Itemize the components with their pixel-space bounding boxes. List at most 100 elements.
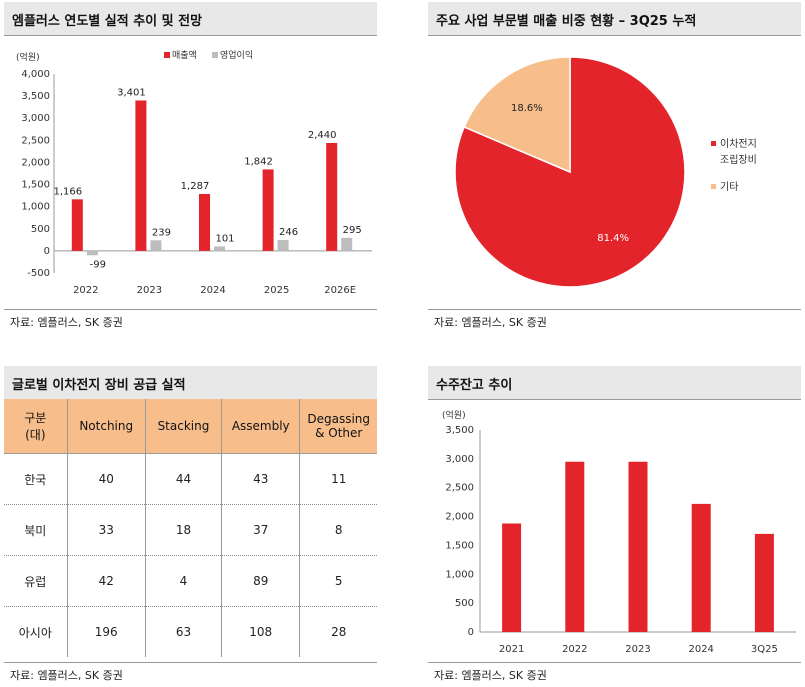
source-text: 자료: 엠플러스, SK 증권 <box>10 669 123 682</box>
panel-title: 주요 사업 부문별 매출 비중 현황 – 3Q25 누적 <box>436 14 697 29</box>
table-cell: 89 <box>221 555 301 607</box>
panel-title: 수주잔고 추이 <box>436 378 513 393</box>
column-header: Notching <box>67 399 146 454</box>
table-header-row: 구분 (대) Notching Stacking Assembly Degassing & … <box>4 399 377 454</box>
operating-profit-data-label: 295 <box>343 225 362 236</box>
backlog-bar <box>502 523 522 632</box>
panel-order-backlog: 수주잔고 추이 (억원) 0 500 1,000 1,500 2,000 2,500 3,00… <box>428 366 801 686</box>
backlog-bar <box>565 461 585 632</box>
table-cell: 4 <box>145 555 223 607</box>
y-tick-label: 3,000 <box>445 454 474 465</box>
y-tick-label: 3,000 <box>21 113 50 124</box>
y-tick-label: 1,000 <box>445 569 474 580</box>
panel-header: 주요 사업 부문별 매출 비중 현황 – 3Q25 누적 <box>428 2 801 36</box>
panel-title: 글로벌 이차전지 장비 공급 실적 <box>12 378 186 393</box>
y-tick-label: 2,000 <box>21 157 50 168</box>
y-tick-label: 500 <box>455 598 474 609</box>
revenue-bar <box>199 193 210 251</box>
x-tick-label: 3Q25 <box>751 644 778 655</box>
operating-profit-data-label: 239 <box>152 227 171 238</box>
order-backlog-chart: (억원) 0 500 1,000 1,500 2,000 2,500 3,000 3,500 20… <box>442 409 796 655</box>
source-text: 자료: 엠플러스, SK 증권 <box>434 669 547 682</box>
table-cell: 43 <box>221 453 301 505</box>
panel-revenue-mix: 주요 사업 부문별 매출 비중 현황 – 3Q25 누적 81.4% 18.6% 이… <box>428 2 801 336</box>
panel-supply-record: 글로벌 이차전지 장비 공급 실적 구분 (대) Notching Stacking A… <box>4 366 377 686</box>
operating-profit-data-label: 246 <box>279 227 298 238</box>
column-header-text: Degassing <box>307 412 371 426</box>
table-row: 북미 33 18 37 8 <box>4 504 377 556</box>
table-cell: 42 <box>67 555 146 607</box>
source-note: 자료: 엠플러스, SK 증권 <box>428 309 801 331</box>
column-header-text: Stacking <box>157 419 210 433</box>
y-tick-label: 500 <box>31 224 50 235</box>
operating-profit-bar <box>150 240 162 251</box>
pie-slice <box>454 56 686 288</box>
legend-swatch-operating-profit <box>212 52 218 58</box>
source-text: 자료: 엠플러스, SK 증권 <box>434 316 547 329</box>
backlog-bar <box>691 503 711 632</box>
column-header-text: 구분 <box>24 411 47 425</box>
table-cell: 44 <box>145 453 223 505</box>
operating-profit-data-label: 101 <box>215 233 234 244</box>
table-cell: 8 <box>299 504 377 556</box>
legend-swatch-revenue <box>164 52 170 58</box>
revenue-bar <box>326 142 338 251</box>
y-tick-label: 1,000 <box>21 202 50 213</box>
operating-profit-bar <box>277 240 289 251</box>
column-header: Degassing & Other <box>299 399 377 454</box>
revenue-data-label: 3,401 <box>117 87 146 98</box>
panel-header: 수주잔고 추이 <box>428 366 801 400</box>
source-text: 자료: 엠플러스, SK 증권 <box>10 316 123 329</box>
panel-header: 글로벌 이차전지 장비 공급 실적 <box>4 366 377 400</box>
source-note: 자료: 엠플러스, SK 증권 <box>4 309 377 331</box>
table-cell: 108 <box>221 606 301 657</box>
source-note: 자료: 엠플러스, SK 증권 <box>428 662 801 684</box>
table-cell: 5 <box>299 555 377 607</box>
legend-label-revenue: 매출액 <box>172 49 197 61</box>
table-cell: 한국 <box>4 453 68 505</box>
table-cell: 유럽 <box>4 555 68 607</box>
annual-performance-chart: (억원) -500 0 500 1,000 1,500 2,000 2,500 3,000 3,5… <box>16 49 372 296</box>
y-tick-label: 0 <box>44 246 50 257</box>
source-note: 자료: 엠플러스, SK 증권 <box>4 662 377 684</box>
table-cell: 북미 <box>4 504 68 556</box>
y-tick-label: 4,000 <box>21 69 50 80</box>
y-tick-label: 1,500 <box>445 540 474 551</box>
table-cell: 37 <box>221 504 301 556</box>
legend-swatch-other <box>711 184 716 189</box>
legend-swatch-battery-assembly <box>711 141 716 146</box>
x-tick-label: 2023 <box>625 644 650 655</box>
operating-profit-bar <box>214 246 225 251</box>
panel-annual-performance: 엠플러스 연도별 실적 추이 및 전망 (억원) -500 0 500 1,000 1,5… <box>4 2 377 336</box>
table-cell: 28 <box>331 625 347 639</box>
table-cell: 33 <box>67 504 146 556</box>
revenue-data-label: 2,440 <box>308 130 337 141</box>
y-tick-label: 2,500 <box>21 135 50 146</box>
column-header-text: & Other <box>315 426 363 440</box>
revenue-bar <box>262 169 274 251</box>
panel-header: 엠플러스 연도별 실적 추이 및 전망 <box>4 2 377 36</box>
column-header-text: (대) <box>25 428 46 442</box>
table-cell: 18 <box>145 504 223 556</box>
legend-label-battery-assembly: 조립장비 <box>720 153 757 166</box>
table-cell: 196 <box>67 606 146 657</box>
revenue-data-label: 1,287 <box>181 181 210 192</box>
x-tick-label: 2023 <box>137 285 162 296</box>
revenue-data-label: 1,166 <box>53 186 82 197</box>
x-tick-label: 2026E <box>324 285 356 296</box>
column-header: 구분 (대) <box>4 399 68 454</box>
revenue-data-label: 1,842 <box>244 156 273 167</box>
column-header: Stacking <box>145 399 223 454</box>
y-axis-unit: (억원) <box>442 409 466 421</box>
backlog-bar <box>628 461 648 632</box>
y-tick-label: 3,500 <box>21 91 50 102</box>
revenue-bar <box>135 100 147 251</box>
x-tick-label: 2024 <box>688 644 713 655</box>
backlog-bar <box>754 533 774 632</box>
column-header-text: Notching <box>79 419 134 433</box>
y-tick-label: 0 <box>468 627 474 638</box>
pie-slice <box>463 56 571 174</box>
legend-label-operating-profit: 영업이익 <box>220 49 253 61</box>
x-tick-label: 2025 <box>264 285 289 296</box>
